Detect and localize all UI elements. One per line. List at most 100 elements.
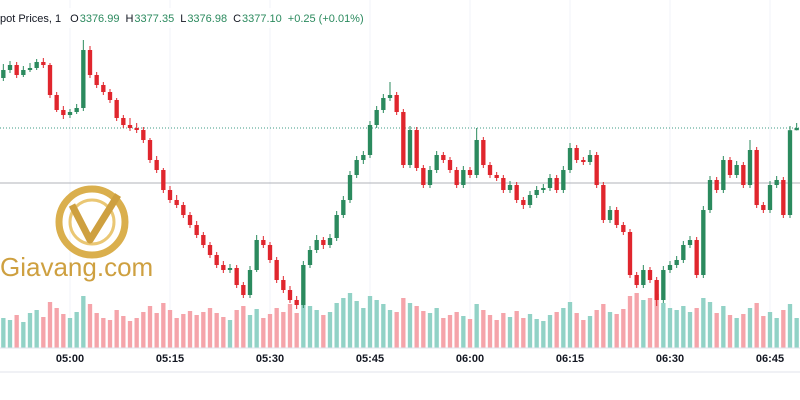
candle-body [667, 265, 673, 270]
volume-bar [167, 310, 173, 348]
candle-body [161, 170, 166, 190]
candle-body [114, 100, 119, 118]
candle-body [267, 245, 273, 260]
candle-body [134, 128, 139, 130]
volume-bar [321, 315, 326, 348]
legend-text: L [180, 13, 186, 25]
volume-bar [607, 312, 613, 348]
candle-body [761, 205, 766, 210]
candle-body [381, 98, 386, 110]
candle-body [454, 170, 459, 185]
volume-bar [567, 302, 573, 348]
legend-text: O [70, 13, 79, 25]
volume-bar [707, 302, 713, 348]
candle-body [621, 225, 626, 232]
candle-body [594, 155, 599, 185]
volume-bar [287, 304, 293, 348]
candle-body [41, 62, 46, 65]
candle-body [401, 112, 406, 165]
volume-bar [154, 313, 159, 348]
volume-bar [634, 293, 639, 348]
legend-text: 3377.10 [242, 13, 282, 25]
candle-body [241, 285, 246, 295]
candle-body [327, 238, 333, 245]
legend-text: 3376.99 [80, 13, 120, 25]
volume-bar [441, 318, 446, 348]
candle-body [21, 70, 26, 75]
candle-body [34, 62, 39, 68]
volume-bar [734, 318, 739, 348]
volume-bar [94, 313, 99, 348]
volume-bar [794, 318, 799, 348]
candle-body [214, 255, 219, 265]
candle-layer [1, 40, 799, 309]
volume-bar [27, 313, 33, 348]
volume-bar [514, 311, 519, 348]
volume-bar [81, 296, 86, 348]
candle-body [441, 155, 446, 160]
candle-body [274, 260, 279, 280]
candle-body [727, 160, 733, 175]
candle-body [181, 205, 186, 215]
volume-bar [267, 314, 273, 348]
volume-bar [374, 300, 379, 348]
volume-bar [141, 312, 146, 348]
candle-body [281, 280, 286, 290]
candle-body [561, 170, 566, 190]
candle-body [227, 268, 233, 270]
candle-body [361, 155, 366, 160]
volume-bar [261, 318, 266, 348]
candle-body [374, 110, 379, 125]
candle-body [614, 210, 619, 225]
candle-body [81, 50, 86, 108]
volume-bar [41, 317, 46, 348]
volume-bar [194, 315, 199, 348]
volume-bar [661, 303, 666, 348]
candle-body [554, 178, 559, 190]
volume-bar [561, 308, 566, 348]
candle-body [707, 180, 713, 210]
volume-bar [214, 313, 219, 348]
volume-bar [594, 310, 599, 348]
candle-body [127, 125, 133, 128]
candle-body [87, 50, 93, 75]
volume-bar [247, 315, 253, 348]
volume-bar [387, 310, 393, 348]
volume-bar [54, 308, 59, 348]
volume-bar [674, 310, 679, 348]
candle-body [334, 215, 339, 238]
candle-body [207, 245, 213, 255]
volume-bar [181, 314, 186, 348]
candle-body [467, 170, 473, 175]
candle-body [601, 185, 606, 220]
volume-bar [107, 320, 113, 348]
volume-bar [67, 318, 73, 348]
volume-bar [767, 312, 773, 348]
volume-bar [61, 314, 66, 348]
volume-bar [694, 308, 699, 348]
volume-bar [747, 308, 753, 348]
legend-text: 3377.35 [134, 13, 174, 25]
volume-bar [87, 304, 93, 348]
volume-bar [294, 313, 299, 348]
candle-body [694, 240, 699, 275]
candle-body [1, 70, 6, 78]
candle-body [14, 65, 19, 75]
candle-body [567, 148, 573, 170]
volume-bar [301, 300, 306, 348]
candle-body [287, 290, 293, 300]
volume-bar [681, 306, 686, 348]
candle-body [681, 245, 686, 260]
candle-body [501, 178, 506, 190]
candle-body [647, 270, 653, 280]
candle-body [487, 165, 493, 175]
volume-bar [434, 308, 439, 348]
candle-body [507, 185, 513, 190]
x-tick-label: 05:15 [156, 353, 184, 365]
volume-bar [614, 314, 619, 348]
legend: pot Prices, 1 O 3376.99 H 3377.35 L 3376.98 C 33… [0, 8, 369, 28]
volume-bar [74, 312, 79, 348]
candle-body [254, 240, 259, 270]
candle-body [94, 75, 99, 85]
